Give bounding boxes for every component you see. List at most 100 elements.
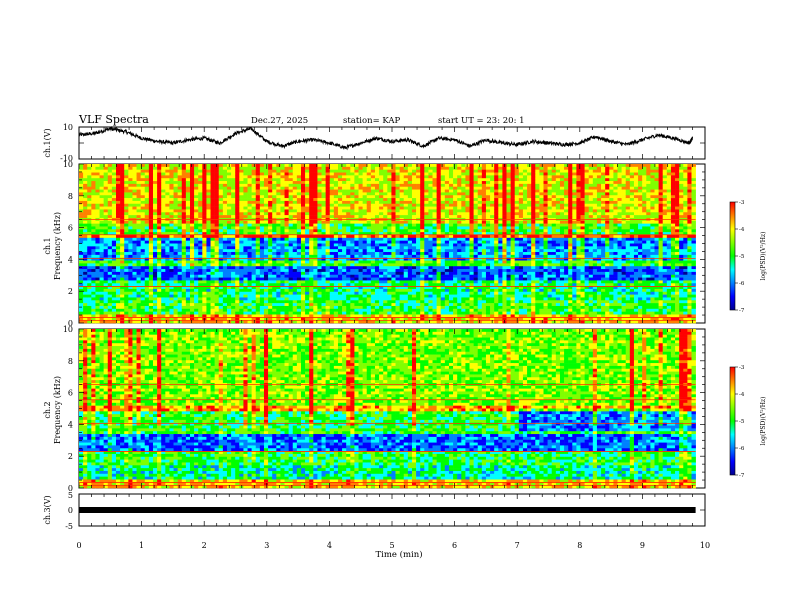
spectrogram-cell [87,274,92,278]
spectrogram-cell [276,294,281,298]
spectrogram-cell [251,169,257,173]
spectrogram-cell [235,195,240,199]
spectrogram-cell [107,195,113,199]
spectrogram-cell [370,254,376,258]
spectrogram-cell [309,291,314,295]
spectrogram-cell [403,192,409,196]
spectrogram-cell [280,223,285,227]
spectrogram-cell [374,232,380,236]
spectrogram-cell [313,169,318,173]
spectrogram-cell [181,166,187,170]
spectrogram-cell [350,286,355,290]
spectrogram-cell [391,198,396,202]
spectrogram-cell [222,271,228,276]
spectrogram-cell [103,178,109,182]
spectrogram-cell [95,280,100,284]
spectrogram-cell [329,215,335,219]
spectrogram-cell [288,181,294,185]
spectrogram-cell [317,229,322,233]
spectrogram-cell [251,308,257,312]
spectrogram-cell [379,192,384,196]
spectrogram-cell [165,286,170,290]
spectrogram-cell [83,175,88,179]
spectrogram-cell [325,246,331,250]
spectrogram-cell [350,220,355,224]
spectrogram-cell [379,257,384,261]
spectrogram-cell [288,280,294,284]
spectrogram-cell [251,294,257,298]
spectrogram-cell [206,314,211,318]
spectrogram-cell [91,166,96,170]
spectrogram-cell [218,243,224,247]
spectrogram-cell [181,215,187,219]
spectrogram-cell [399,192,405,196]
spectrogram-cell [374,240,380,244]
spectrogram-cell [366,181,372,185]
spectrogram-cell [152,266,158,270]
spectrogram-cell [243,257,248,261]
spectrogram-cell [79,189,84,193]
spectrogram-cell [185,317,191,321]
spectrogram-cell [305,283,310,287]
spectrogram-cell [198,303,203,307]
spectrogram-cell [243,212,248,216]
spectrogram-cell [235,308,240,312]
spectrogram-cell [391,286,396,290]
spectrogram-cell [218,189,224,193]
spectrogram-cell [198,175,203,179]
spectrogram-cell [263,286,269,290]
spectrogram-cell [424,229,429,233]
spectrogram-cell [276,198,281,202]
spectrogram-cell [202,280,207,284]
spectrogram-cell [235,166,240,170]
spectrogram-cell [280,280,285,284]
spectrogram-cell [116,266,121,270]
spectrogram-cell [280,243,285,247]
spectrogram-cell [317,291,322,295]
spectrogram-cell [280,294,285,298]
spectrogram-cell [424,291,429,295]
spectrogram-cell [169,294,174,298]
spectrogram-cell [255,220,261,224]
spectrogram-cell [354,277,359,281]
spectrogram-cell [383,212,388,216]
spectrogram-cell [235,198,240,202]
spectrogram-cell [255,240,261,244]
spectrogram-cell [214,308,220,312]
spectrogram-cell [276,308,281,312]
spectrogram-cell [198,305,203,310]
spectrogram-cell [185,200,191,205]
spectrogram-cell [321,314,326,318]
spectrogram-cell [399,271,405,276]
spectrogram-cell [116,271,121,276]
spectrogram-cell [358,320,363,324]
spectrogram-cell [194,314,199,318]
spectrogram-cell [173,257,178,261]
spectrogram-cell [354,288,359,293]
spectrogram-cell [317,320,322,324]
spectrogram-cell [255,181,261,185]
spectrogram-cell [116,192,121,196]
spectrogram-cell [362,246,368,250]
spectrogram-cell [317,269,322,273]
spectrogram-cell [177,240,183,244]
spectrogram-cell [189,303,195,307]
spectrogram-cell [309,206,314,210]
spectrogram-cell [342,223,347,227]
spectrogram-cell [424,297,429,301]
spectrogram-cell [157,305,162,310]
spectrogram-cell [173,266,178,270]
spectrogram-cell [83,220,88,224]
spectrogram-cell [136,249,141,253]
spectrogram-cell [313,280,318,284]
spectrogram-cell [202,266,207,270]
spectrogram-cell [403,263,409,267]
spectrogram-cell [280,269,285,273]
spectrogram-cell [350,308,355,312]
spectrogram-cell [333,260,339,264]
spectrogram-cell [157,277,162,281]
spectrogram-cell [177,280,183,284]
spectrogram-cell [251,226,257,230]
spectrogram-cell [140,314,146,318]
spectrogram-cell [243,277,248,281]
